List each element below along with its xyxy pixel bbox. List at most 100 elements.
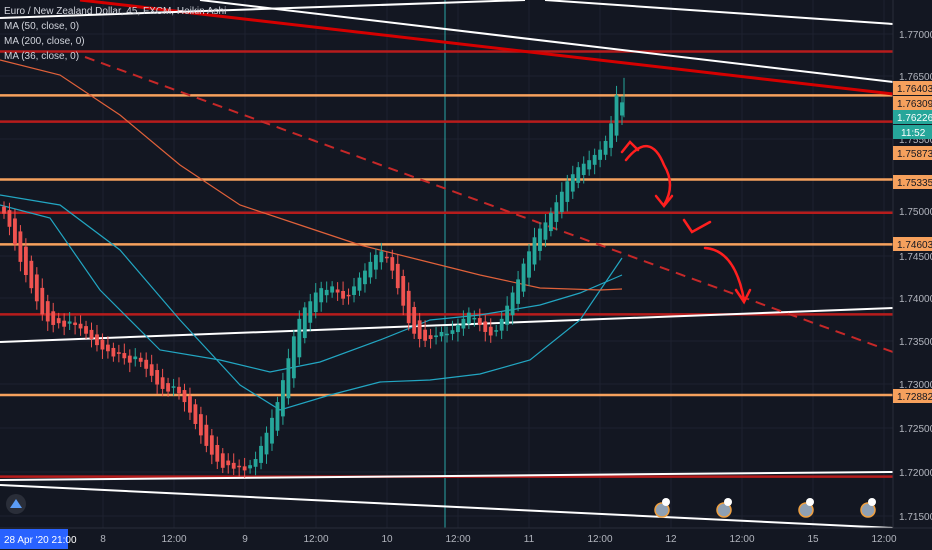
candle-body [89,329,94,339]
candle-body [384,256,389,259]
y-tick-label: 1.77000 [899,30,932,41]
candle-body [84,326,88,334]
candle-body [543,222,548,240]
candle-body [510,292,515,316]
candle-body [144,359,149,369]
logo-mark [10,499,22,508]
candle-body [56,318,61,324]
candle-body [209,435,214,455]
candle-body [308,301,313,323]
candle-body [18,231,23,262]
candle-body [505,305,510,325]
candle-body [155,370,160,385]
candle-body [242,466,247,471]
legend: Euro / New Zealand Dollar, 45, FXCM, Hei… [4,4,226,64]
candle-body [220,453,225,468]
price-tag-bg [893,96,932,110]
candle-body [395,263,400,289]
candle-body [461,318,466,329]
candle-body [472,317,477,320]
price-tag-text: 1.74603 [897,240,932,251]
candle-body [439,331,444,337]
event-marker-icon [716,502,732,518]
candle-body [286,358,291,399]
candle-body [259,445,263,463]
candle-body [105,344,110,352]
candle-body [548,212,553,232]
candle-body [357,277,362,291]
candle-body [620,102,624,116]
legend-ma3: MA (36, close, 0) [4,51,80,62]
trend-line-white-top [544,0,894,25]
candle-body [116,352,121,354]
event-marker-icon [798,502,814,518]
candle-body [291,336,296,379]
x-tick-label: 15 [807,534,819,545]
candle-body [445,333,449,336]
projection-arrow-2 [682,218,712,234]
candle-body [379,251,384,263]
candle-body [281,380,285,417]
y-tick-label: 1.76500 [899,72,932,83]
candle-body [23,246,28,275]
y-tick-label: 1.72000 [899,468,932,479]
candle-body [149,364,154,376]
price-tag-text: 1.75335 [897,178,932,189]
candle-body [138,357,143,362]
candle-body [527,251,531,278]
candle-body [614,95,619,136]
candle-body [248,465,253,469]
candle-body [341,291,345,299]
candle-body [330,286,335,293]
event-marker-icon [860,502,876,518]
candle-body [160,377,165,389]
y-tick-label: 1.75000 [899,207,932,218]
projection-arrow-0-head [620,140,640,154]
y-tick-label: 1.75500 [899,135,932,146]
countdown-bg [893,125,932,139]
price-tag-bg [893,146,932,160]
candle-body [226,460,231,466]
candle-body [182,390,187,403]
candle-body [133,356,138,360]
candle-body [198,414,203,436]
candle-body [565,181,570,202]
legend-title: Euro / New Zealand Dollar, 45, FXCM, Hei… [4,6,227,17]
candle-body [51,311,56,325]
time-axis-panel [0,528,932,550]
candle-body [352,286,356,295]
x-tick-label: 12 [665,534,677,545]
candle-body [177,386,181,394]
candle-body [313,292,318,313]
trend-line-white-low [0,471,894,481]
candle-body [275,402,280,431]
projection-arrow-1-head [654,194,674,209]
candle-body [7,210,12,227]
candle-body [559,191,564,213]
trend-line-red [79,0,894,96]
ma-line-36 [0,204,623,373]
candle-body [204,424,209,446]
price-tag-bg [893,389,932,403]
x-tick-label: 12:00 [729,534,754,545]
candle-body [570,174,575,192]
candle-body [324,289,329,296]
legend-ma2: MA (200, close, 0) [4,36,85,47]
candle-body [401,276,406,306]
candle-body [488,326,493,336]
price-tag-text: 1.76309 [897,99,932,110]
candle-body [576,167,581,183]
trend-line-white-bottom [0,484,894,529]
candle-body [237,465,242,468]
x-start-label: 28 Apr '20 21:00 [4,535,77,546]
trend-line-white-upper [199,0,894,83]
x-tick-label: 8 [100,534,106,545]
event-marker-icon [654,502,670,518]
x-tick-label: 11 [524,534,535,545]
current-price-text: 1.76226 [897,113,932,124]
countdown-text: 11:52 [901,128,926,139]
candle-body [302,307,307,339]
candle-body [193,404,198,424]
